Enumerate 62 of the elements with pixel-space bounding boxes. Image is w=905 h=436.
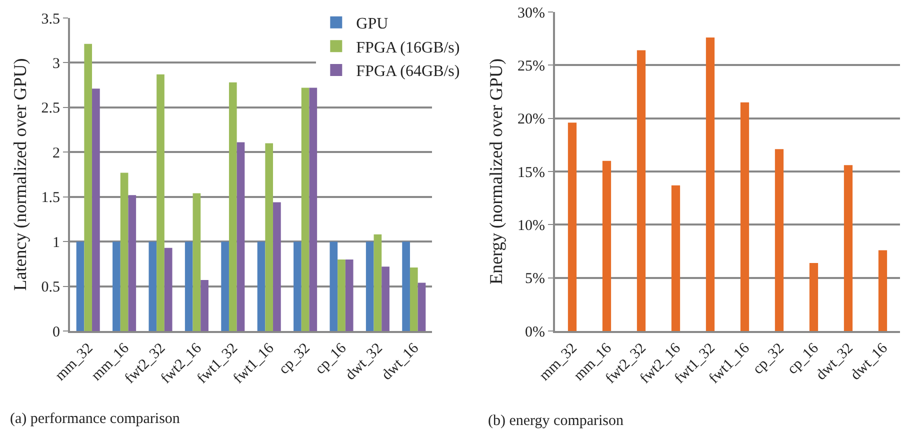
y-tick-label: 0 — [52, 324, 60, 340]
bar — [844, 165, 853, 331]
legend-label: GPU — [356, 16, 389, 33]
y-tick-label: 25% — [518, 58, 545, 74]
bar — [774, 149, 784, 331]
y-axis-title: Latency (normalized over GPU) — [10, 58, 30, 291]
legend-label: FPGA (16GB/s) — [356, 39, 460, 56]
bar — [221, 242, 229, 331]
bar — [740, 102, 750, 331]
bar — [568, 122, 577, 331]
bar — [228, 82, 237, 331]
bar — [84, 44, 92, 331]
bar — [809, 262, 818, 331]
text: (b) energy comparison — [488, 413, 624, 429]
bar — [671, 185, 680, 331]
bar — [366, 242, 374, 331]
y-tick-label: 5% — [525, 271, 545, 288]
bar — [330, 242, 338, 331]
y-tick-label: 10% — [518, 218, 545, 234]
y-tick-label: 20% — [518, 112, 545, 128]
bar — [309, 88, 318, 331]
bar — [410, 268, 418, 331]
bar — [257, 242, 266, 331]
bar — [184, 242, 193, 331]
bar — [345, 259, 354, 331]
y-tick-label: 2.5 — [41, 100, 60, 117]
bar — [236, 142, 245, 331]
bar — [636, 50, 646, 331]
legend-label: FPGA (64GB/s) — [356, 63, 460, 80]
bar — [374, 234, 382, 331]
bar — [301, 88, 310, 331]
bar — [128, 195, 136, 331]
bar — [273, 202, 281, 331]
bar — [148, 242, 157, 331]
y-tick-label: 0% — [525, 324, 545, 340]
bar — [112, 242, 120, 331]
bar — [120, 172, 128, 331]
text: (a) performance comparison — [10, 411, 180, 427]
bar — [92, 88, 100, 331]
y-tick-label: 30% — [518, 5, 545, 22]
y-tick-label: 3.5 — [41, 11, 60, 28]
bar — [402, 242, 410, 331]
bar — [294, 242, 302, 331]
y-tick-label: 1 — [52, 234, 60, 251]
bar — [192, 193, 201, 331]
y-tick-label: 0.5 — [41, 280, 60, 296]
y-tick-label: 1.5 — [41, 190, 60, 206]
bar — [602, 160, 612, 331]
bar — [200, 280, 208, 331]
bar — [164, 248, 172, 331]
bar — [76, 242, 84, 331]
bar — [338, 259, 346, 331]
bar — [878, 250, 888, 331]
bar — [706, 38, 715, 331]
y-tick-label: 2 — [52, 145, 60, 162]
bar — [265, 143, 274, 331]
y-tick-label: 15% — [518, 164, 545, 181]
bar — [418, 282, 426, 331]
bar — [156, 74, 164, 331]
y-tick-label: 3 — [52, 56, 60, 72]
y-axis-title: Energy (normalized over GPU) — [486, 58, 506, 285]
bar — [382, 266, 390, 331]
